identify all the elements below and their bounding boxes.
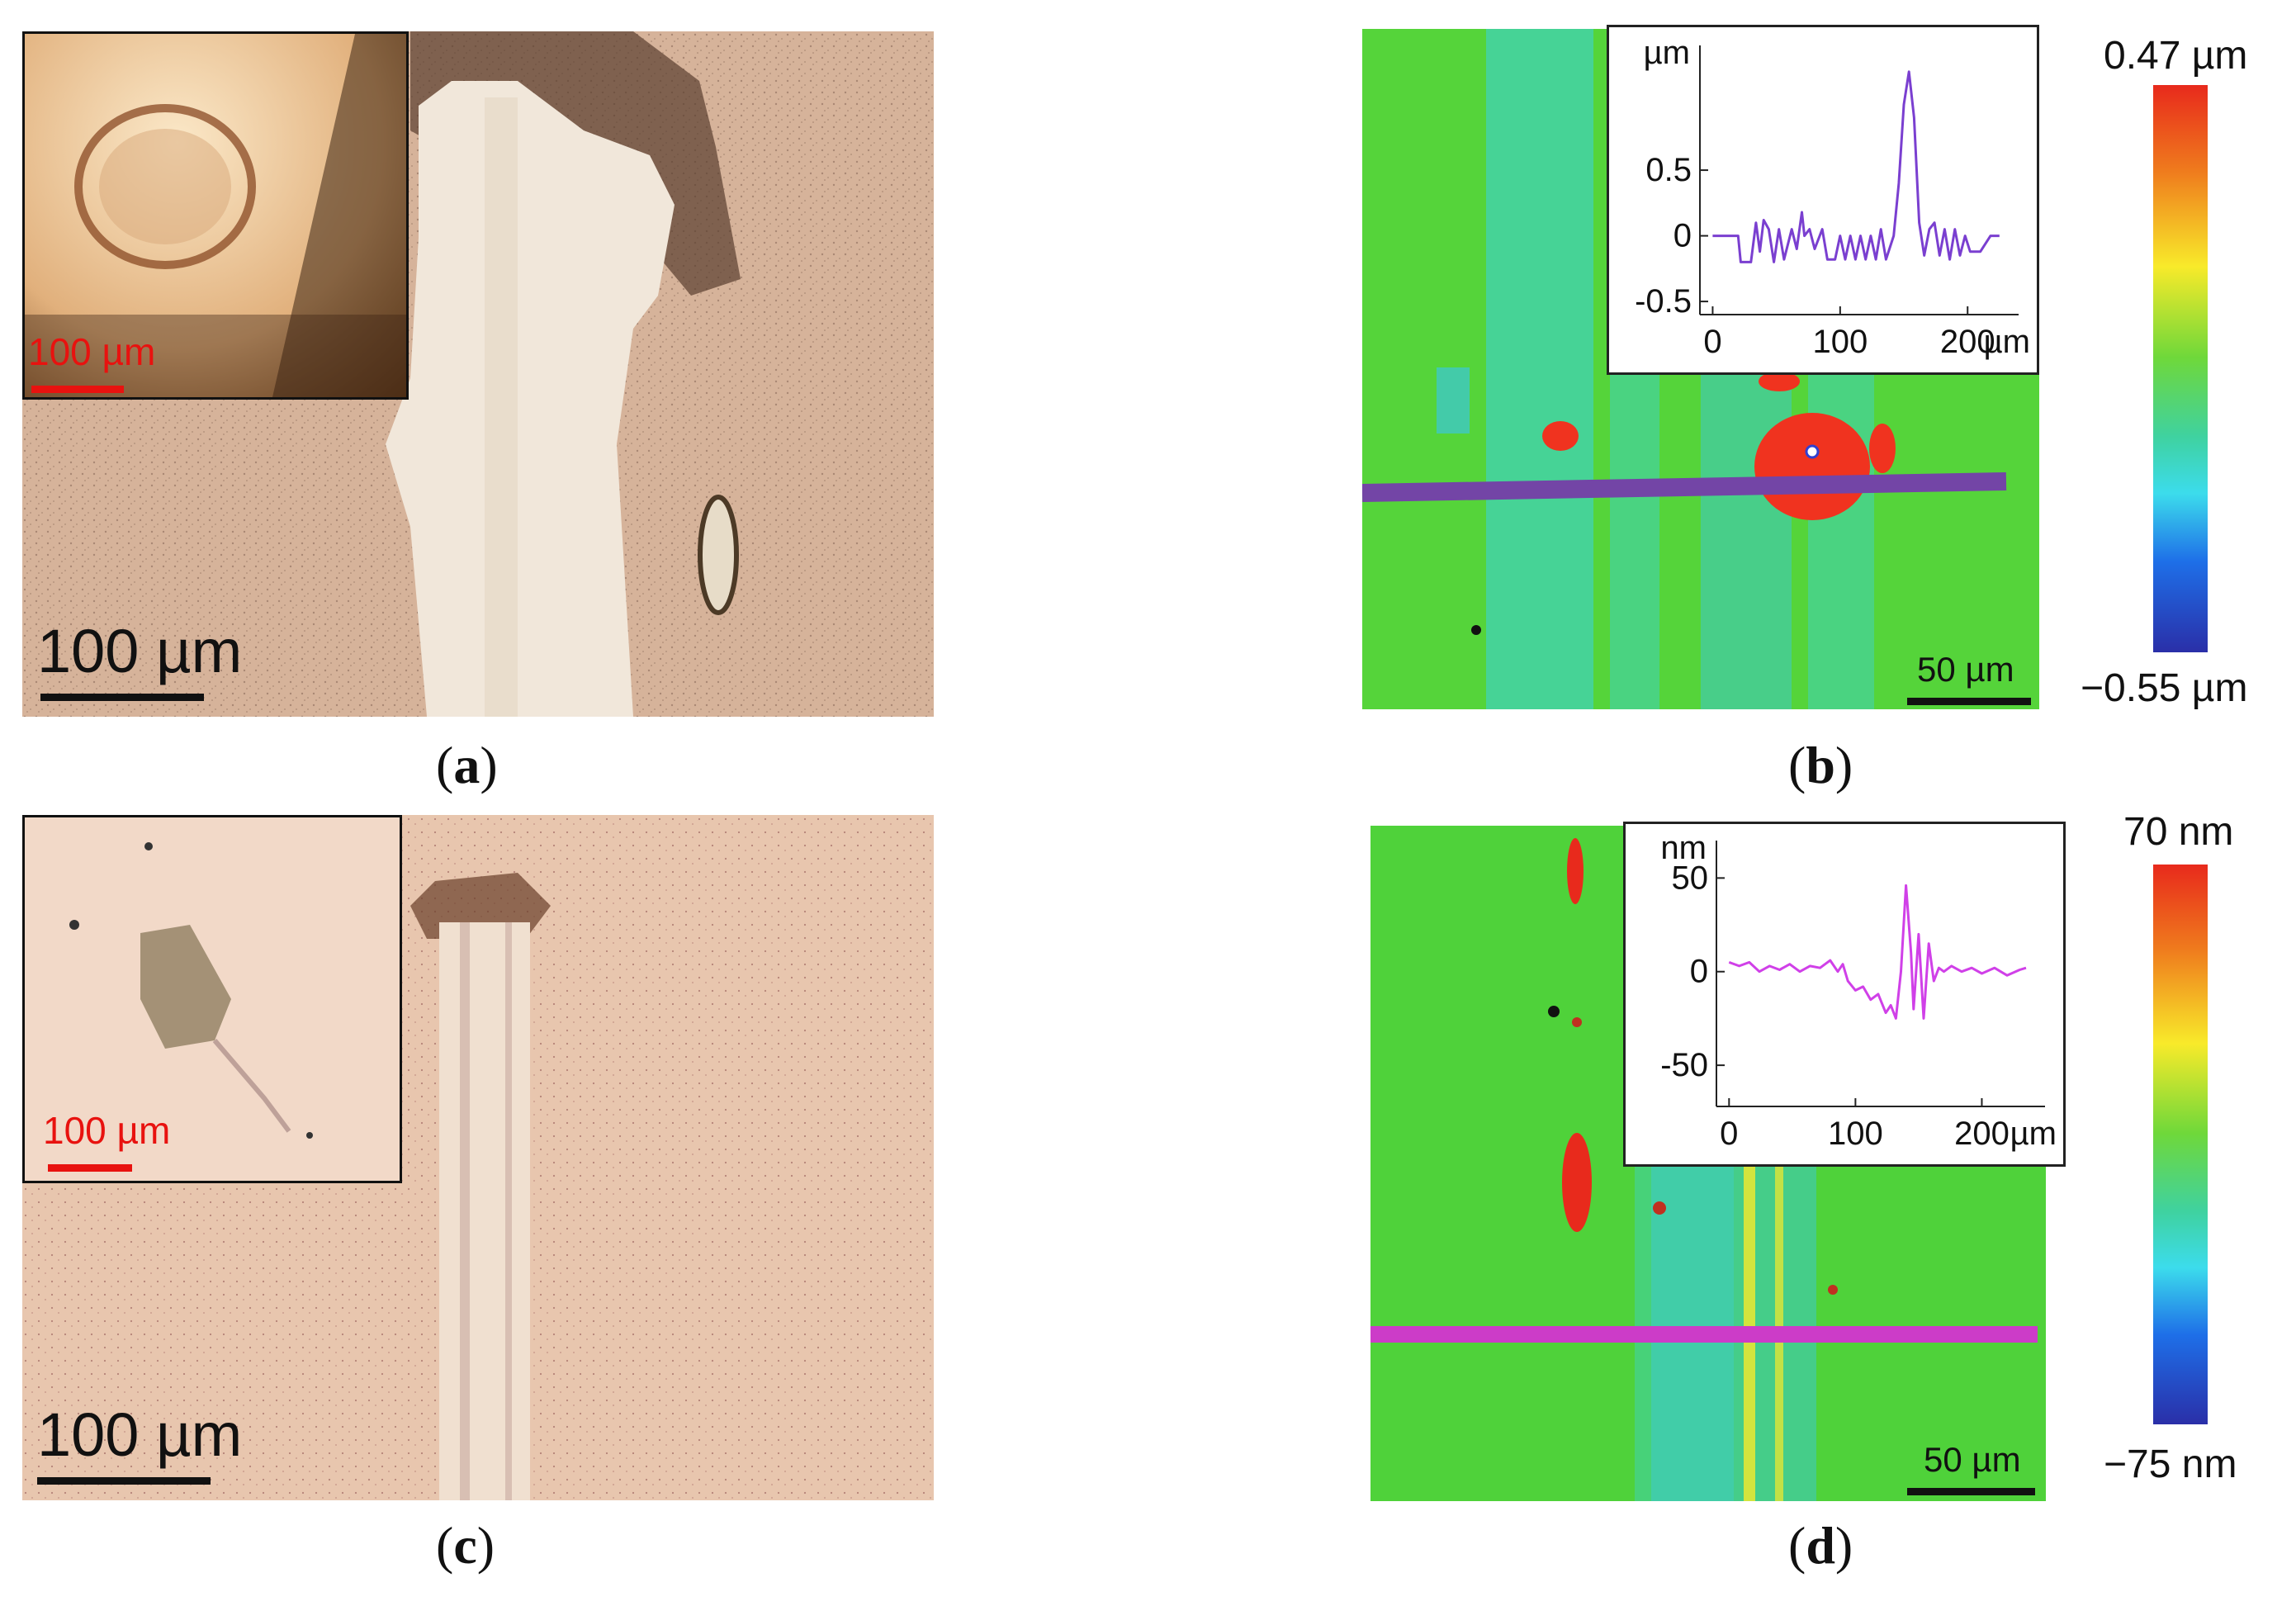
panel-c-inset-scalebar xyxy=(48,1164,132,1172)
chart-b-xtick-label: 200 xyxy=(1940,324,1995,360)
chart-d-ytick-label: 50 xyxy=(1672,860,1709,896)
panel-b-colorbar xyxy=(2153,85,2208,652)
panel-a-caption: (a) xyxy=(436,736,498,794)
chart-b-ytick-label: -0.5 xyxy=(1635,283,1692,320)
chart-b-ytick-label: 0 xyxy=(1673,218,1692,254)
panel-a-inset-image xyxy=(25,34,406,397)
chart-d-ytick-label: 0 xyxy=(1690,954,1708,990)
panel-b-profile-line xyxy=(1362,472,2007,502)
chart-b-ylabel: µm xyxy=(1644,35,1690,71)
panel-c-scalebar-label: 100 µm xyxy=(37,1400,243,1469)
panel-b-profile-inset: -0.5 0 0.5 0 100 200 µm µm xyxy=(1607,25,2039,375)
chart-b-profile-line xyxy=(1712,70,2000,263)
panel-a-inset-scalebar xyxy=(31,386,124,393)
panel-b-scalebar xyxy=(1907,698,2031,705)
panel-d-profile-line xyxy=(1370,1326,2038,1343)
panel-d-scalebar-label: 50 µm xyxy=(1924,1440,2021,1479)
chart-d-xtick-label: 0 xyxy=(1720,1116,1738,1152)
panel-d-colorbar-max: 70 nm xyxy=(2123,810,2234,854)
panel-d-scalebar xyxy=(1907,1488,2035,1495)
chart-d-ytick-label: -50 xyxy=(1660,1047,1708,1083)
panel-c-inset: 100 µm xyxy=(22,815,402,1183)
panel-d-colorbar xyxy=(2153,865,2208,1424)
panel-d-profile-chart: -50 0 50 0 100 200 nm µm xyxy=(1660,830,2057,1152)
chart-d-xtick-label: 200 xyxy=(1954,1116,2010,1152)
chart-b-xtick-label: 100 xyxy=(1812,324,1868,360)
panel-a-caption-letter: a xyxy=(453,736,481,794)
panel-b-scalebar-label: 50 µm xyxy=(1917,650,2014,689)
panel-a-inset: 100 µm xyxy=(22,31,409,400)
panel-b-caption-letter: b xyxy=(1806,736,1835,794)
chart-d-ylabel: nm xyxy=(1660,830,1707,866)
panel-c-inset-image xyxy=(69,842,313,1139)
chart-b-ytick-label: 0.5 xyxy=(1645,152,1692,188)
panel-a-scalebar xyxy=(40,694,204,701)
panel-c-caption: (c) xyxy=(436,1516,495,1575)
chart-b-xunit: µm xyxy=(1984,324,2030,360)
panel-d-caption-letter: d xyxy=(1806,1516,1835,1575)
panel-a-micrograph: 100 µm 100 µm xyxy=(22,31,934,717)
panel-b-colorbar-min: −0.55 µm xyxy=(2081,666,2248,710)
panel-a-inset-scalebar-label: 100 µm xyxy=(28,330,156,373)
panel-c-scalebar xyxy=(37,1477,211,1485)
panel-c-micrograph: 100 µm 100 µm xyxy=(22,815,934,1500)
chart-d-profile-line xyxy=(1728,884,2027,1020)
chart-d-xtick-label: 100 xyxy=(1828,1116,1883,1152)
panel-a-scalebar-label: 100 µm xyxy=(37,617,243,685)
panel-d-profile-inset: -50 0 50 0 100 200 nm µm xyxy=(1623,822,2066,1167)
panel-c-inset-scalebar-label: 100 µm xyxy=(43,1109,171,1152)
chart-b-xtick-label: 0 xyxy=(1703,324,1721,360)
panel-c-caption-letter: c xyxy=(453,1516,477,1575)
panel-d-colorbar-min: −75 nm xyxy=(2104,1443,2237,1486)
panel-b-colorbar-max: 0.47 µm xyxy=(2104,34,2248,78)
panel-d-caption: (d) xyxy=(1788,1516,1853,1575)
chart-d-xunit: µm xyxy=(2010,1116,2057,1152)
panel-b-caption: (b) xyxy=(1788,736,1853,794)
